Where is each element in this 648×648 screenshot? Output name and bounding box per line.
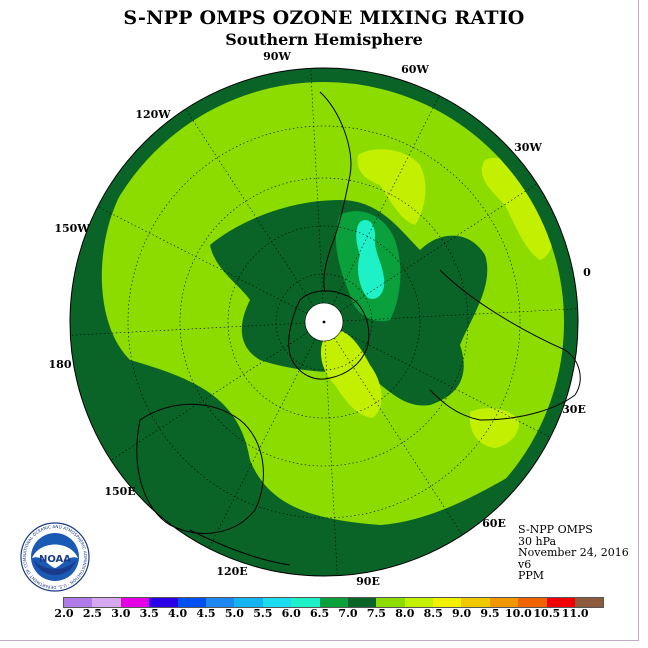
colorbar-tick-label: 5.5 (253, 607, 273, 620)
noaa-logo-text: NOAA (39, 554, 71, 565)
colorbar-swatch (518, 598, 547, 607)
antarctica-coast (288, 290, 370, 380)
colorbar-swatch (205, 598, 235, 607)
colorbar-tick-label: 11.0 (561, 607, 589, 620)
colorbar-swatch (120, 598, 150, 607)
colorbar-tick-label: 4.5 (196, 607, 216, 620)
latitude-circles (127, 125, 521, 519)
colorbar-ticks: 2.0 2.5 3.0 3.5 4.0 4.5 5.0 5.5 6.0 6.5 7.0 7.5 8.0 8… (0, 607, 648, 623)
meridian-line (324, 340, 338, 576)
meridian-line (342, 308, 578, 322)
colorbar-swatch (404, 598, 434, 607)
coastlines (136, 91, 581, 566)
field-dark-band-west (70, 68, 578, 576)
meridian-line (208, 338, 316, 549)
longitude-label: 0 (583, 266, 591, 279)
map-subtitle: Southern Hemisphere (225, 30, 423, 49)
colorbar-swatch (234, 598, 263, 607)
longitude-label: 30E (562, 403, 586, 416)
colorbar-tick-label: 3.0 (111, 607, 131, 620)
longitude-label: 90W (263, 50, 291, 63)
colorbar-swatch (92, 598, 121, 607)
colorbar-tick-label: 10.0 (504, 607, 532, 620)
colorbar-swatch (291, 598, 320, 607)
colorbar-swatch (575, 598, 604, 607)
longitude-label: 60E (482, 517, 506, 530)
colorbar-tick-label: 8.5 (423, 607, 443, 620)
field-cyan-max (356, 219, 385, 299)
info-version: v6 (518, 557, 532, 571)
colorbar-tick-label: 6.0 (281, 607, 301, 620)
longitude-label: 150W (54, 222, 90, 235)
meridian-line (70, 322, 306, 336)
meridian-line (185, 108, 314, 307)
meridian-line (340, 330, 551, 438)
map-info: S-NPP OMPS 30 hPa November 24, 2016 v6 P… (518, 524, 629, 582)
colorbar-tick-label: 2.0 (54, 607, 74, 620)
longitude-label: 90E (356, 575, 380, 588)
map-title: S-NPP OMPS OZONE MIXING RATIO (123, 7, 525, 29)
colorbar-tick-label: 6.5 (310, 607, 330, 620)
colorbar-swatch (546, 598, 576, 607)
colorbar-swatch (149, 598, 178, 607)
colorbar (63, 597, 605, 608)
colorbar-swatch (64, 598, 93, 607)
field-dark-vortex (210, 200, 488, 406)
colorbar-swatch (433, 598, 462, 607)
map-boundary (69, 67, 579, 577)
colorbar-swatch (489, 598, 519, 607)
colorbar-tick-label: 9.0 (452, 607, 472, 620)
africa-coast (429, 269, 581, 421)
info-date: November 24, 2016 (518, 546, 629, 560)
longitude-label: 60W (401, 63, 429, 76)
colorbar-tick-label: 9.5 (480, 607, 500, 620)
field-yellow-patch-2 (481, 157, 555, 260)
field-yellow-patch-3 (320, 329, 382, 418)
colorbar-tick-label: 10.5 (533, 607, 561, 620)
longitude-label: 120W (135, 108, 171, 121)
colorbar-tick-label: 4.0 (168, 607, 188, 620)
colorbar-tick-label: 5.0 (224, 607, 244, 620)
australia-coast (136, 403, 264, 534)
colorbar-swatch (461, 598, 490, 607)
meridian-line (332, 95, 440, 306)
longitude-label: 180 (49, 358, 72, 371)
indonesia-coast (189, 529, 291, 566)
colorbar-tick-label: 7.0 (338, 607, 358, 620)
info-units: PPM (518, 569, 545, 583)
longitude-labels: 90W 60W 30W 0 30E 60E 90E 120E 150E 180 150W 120W (49, 50, 592, 588)
colorbar-swatch (347, 598, 377, 607)
figure-frame (0, 0, 639, 641)
longitude-label: 150E (104, 485, 135, 498)
colorbar-tick-label: 2.5 (82, 607, 102, 620)
colorbar-tick-label: 7.5 (366, 607, 386, 620)
colorbar-tick-label: 3.5 (139, 607, 159, 620)
longitude-label: 30W (514, 141, 542, 154)
meridian-line (310, 68, 324, 304)
colorbar-tick-label: 8.0 (395, 607, 415, 620)
colorbar-swatch (262, 598, 292, 607)
meridian-line (339, 183, 538, 312)
info-instrument: S-NPP OMPS (518, 523, 593, 536)
colorbar-swatch (177, 598, 206, 607)
meridian-line (334, 337, 463, 536)
info-level: 30 hPa (518, 534, 557, 548)
field-yellow-patch-1 (357, 149, 426, 225)
colorbar-swatch (319, 598, 348, 607)
pole-dot (322, 320, 326, 324)
colorbar-swatch (376, 598, 405, 607)
meridian-line (97, 206, 308, 314)
south-america-coast (319, 91, 352, 293)
meridian-lines (70, 68, 578, 576)
meridian-line (110, 332, 309, 461)
noaa-logo: NOAA NATIONAL OCEANIC AND ATMOSPHERIC AD… (20, 522, 90, 592)
longitude-label: 120E (216, 565, 247, 578)
